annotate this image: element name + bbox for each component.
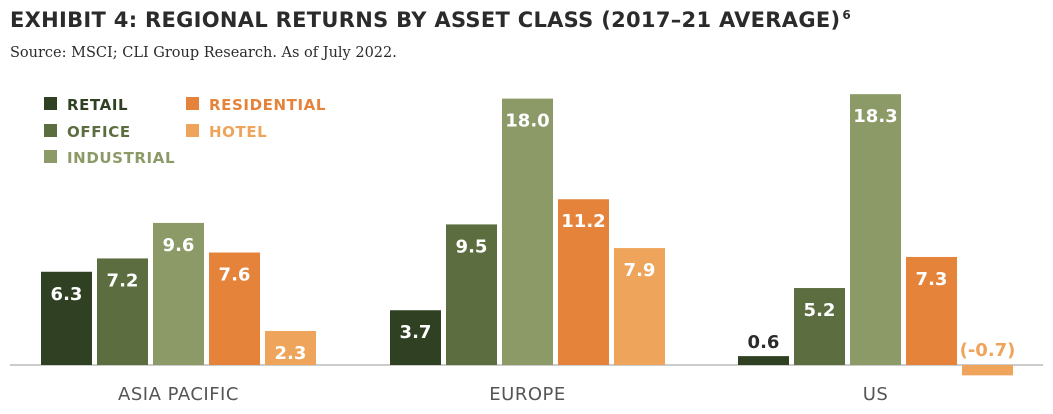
bar-hotel-asia-pacific: [265, 330, 316, 365]
value-label-hotel-us: (-0.7): [960, 340, 1016, 361]
chart-title: EXHIBIT 4: REGIONAL RETURNS BY ASSET CLA…: [10, 8, 851, 32]
bar-office-us: [794, 288, 845, 365]
value-label-industrial-asia-pacific: 9.6: [163, 235, 195, 256]
bar-residential-us: [906, 256, 957, 365]
legend-label-hotel: HOTEL: [209, 123, 267, 141]
legend-label-industrial: INDUSTRIAL: [67, 149, 175, 167]
bar-office-europe: [446, 224, 497, 365]
value-label-retail-us: 0.6: [748, 332, 780, 353]
bar-retail-us: [738, 356, 789, 365]
value-label-office-asia-pacific: 7.2: [107, 270, 139, 291]
value-label-industrial-europe: 18.0: [505, 111, 549, 132]
value-label-residential-asia-pacific: 7.6: [219, 265, 251, 286]
value-label-office-us: 5.2: [804, 300, 836, 321]
bar-industrial-europe: [502, 98, 553, 365]
bar-residential-asia-pacific: [209, 252, 260, 365]
value-label-hotel-asia-pacific: 2.3: [275, 343, 307, 364]
legend-swatch-retail: [44, 97, 57, 110]
value-label-retail-europe: 3.7: [400, 322, 432, 343]
footnote-marker: 6: [842, 8, 852, 22]
legend-swatch-residential: [186, 97, 199, 110]
value-label-residential-us: 7.3: [916, 269, 948, 290]
source-note: Source: MSCI; CLI Group Research. As of …: [10, 45, 397, 61]
bar-retail-europe: [390, 310, 441, 365]
value-label-hotel-europe: 7.9: [624, 260, 656, 281]
value-label-office-europe: 9.5: [456, 236, 488, 257]
bar-hotel-europe: [614, 248, 665, 365]
chart-title-text: EXHIBIT 4: REGIONAL RETURNS BY ASSET CLA…: [10, 8, 841, 32]
bar-industrial-asia-pacific: [153, 222, 204, 365]
legend-label-retail: RETAIL: [67, 96, 128, 114]
bar-retail-asia-pacific: [41, 271, 92, 365]
value-label-industrial-us: 18.3: [853, 106, 897, 127]
bar-industrial-us: [850, 94, 901, 365]
value-label-residential-europe: 11.2: [561, 211, 605, 232]
bar-office-asia-pacific: [97, 258, 148, 365]
value-label-retail-asia-pacific: 6.3: [51, 284, 83, 305]
bar-hotel-us: [962, 365, 1013, 376]
legend-swatch-industrial: [44, 150, 57, 163]
bar-residential-europe: [558, 199, 609, 365]
legend-label-residential: RESIDENTIAL: [209, 96, 326, 114]
category-label-us: US: [863, 384, 889, 405]
category-label-asia-pacific: ASIA PACIFIC: [118, 384, 239, 405]
legend-label-office: OFFICE: [67, 123, 131, 141]
legend-swatch-hotel: [186, 124, 199, 137]
category-label-europe: EUROPE: [489, 384, 565, 405]
legend-swatch-office: [44, 124, 57, 137]
